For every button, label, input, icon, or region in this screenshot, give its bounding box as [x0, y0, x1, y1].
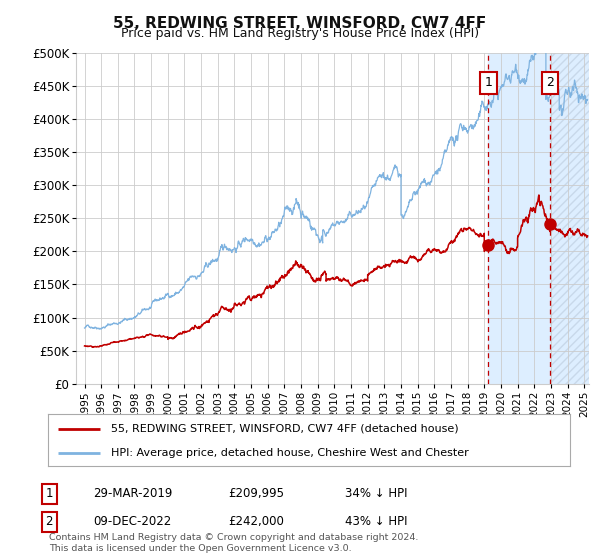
Bar — [488, 53, 589, 384]
Text: 09-DEC-2022: 09-DEC-2022 — [93, 515, 171, 529]
Text: £209,995: £209,995 — [228, 487, 284, 501]
Text: HPI: Average price, detached house, Cheshire West and Chester: HPI: Average price, detached house, Ches… — [110, 448, 469, 458]
Text: 34% ↓ HPI: 34% ↓ HPI — [345, 487, 407, 501]
Text: 2: 2 — [546, 76, 554, 90]
Text: 1: 1 — [484, 76, 492, 90]
Text: 55, REDWING STREET, WINSFORD, CW7 4FF: 55, REDWING STREET, WINSFORD, CW7 4FF — [113, 16, 487, 31]
Text: Price paid vs. HM Land Registry's House Price Index (HPI): Price paid vs. HM Land Registry's House … — [121, 27, 479, 40]
Text: 2: 2 — [46, 515, 53, 529]
Text: 43% ↓ HPI: 43% ↓ HPI — [345, 515, 407, 529]
Bar — [550, 53, 589, 384]
Text: 29-MAR-2019: 29-MAR-2019 — [93, 487, 172, 501]
Text: £242,000: £242,000 — [228, 515, 284, 529]
Text: 1: 1 — [46, 487, 53, 501]
Text: Contains HM Land Registry data © Crown copyright and database right 2024.
This d: Contains HM Land Registry data © Crown c… — [49, 533, 419, 553]
Text: 55, REDWING STREET, WINSFORD, CW7 4FF (detached house): 55, REDWING STREET, WINSFORD, CW7 4FF (d… — [110, 424, 458, 434]
